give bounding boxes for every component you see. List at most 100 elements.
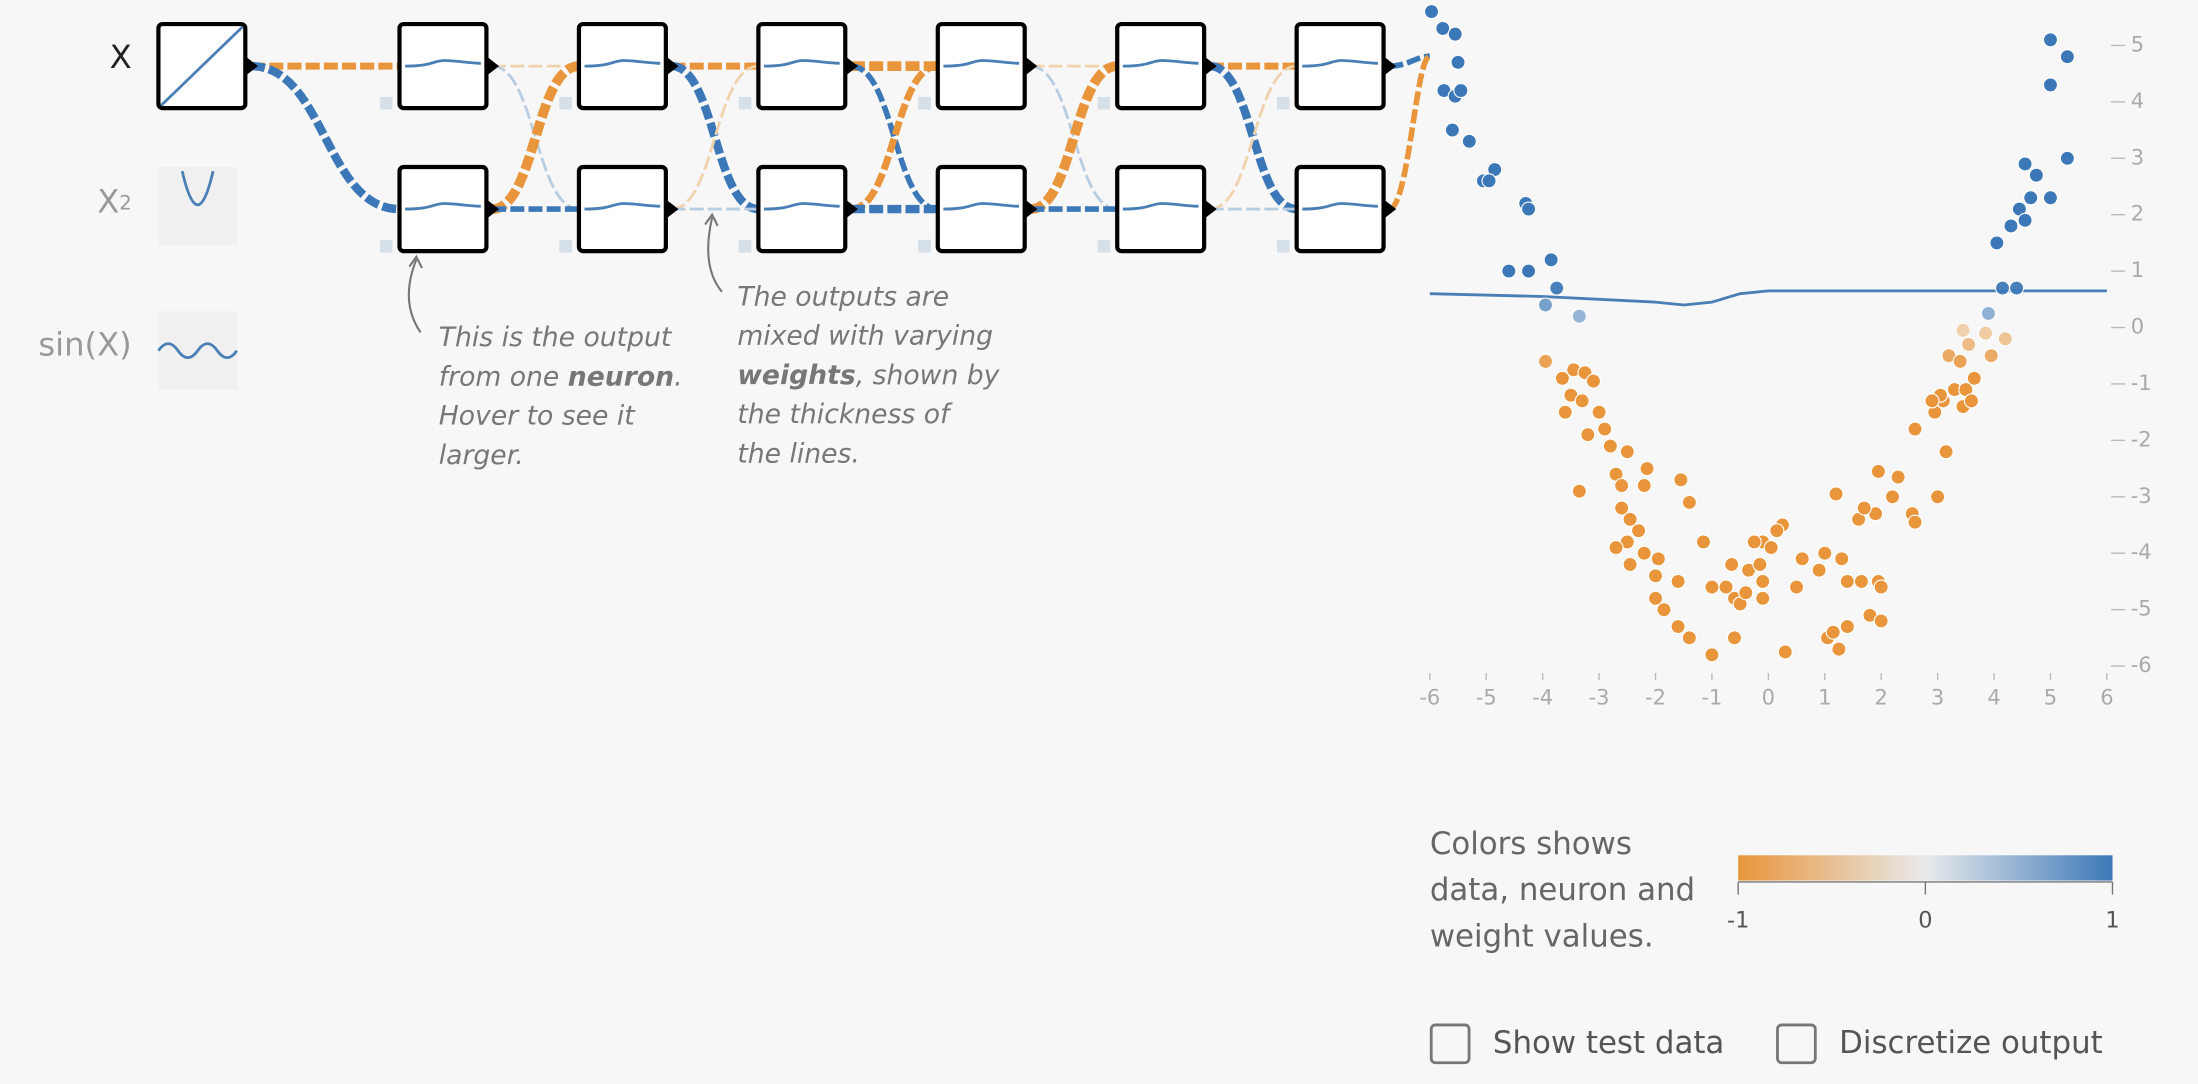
data-point <box>1828 486 1844 502</box>
data-point <box>2059 49 2075 65</box>
color-tick-label: 1 <box>2105 908 2119 934</box>
data-point <box>1794 551 1810 567</box>
data-point <box>1817 545 1833 561</box>
weight-link <box>1030 64 1118 211</box>
checkbox[interactable] <box>1429 1023 1471 1065</box>
data-point <box>1673 472 1689 488</box>
bias <box>379 239 393 253</box>
data-point <box>1870 463 1886 479</box>
data-point <box>1980 305 1996 321</box>
data-point <box>2009 280 2025 296</box>
checkbox[interactable] <box>1776 1023 1817 1065</box>
x-tick-label: -2 <box>1645 684 1666 709</box>
x-tick-label: 1 <box>1818 684 1831 709</box>
checkbox-label[interactable]: Show test data <box>1493 1025 1724 1061</box>
data-point <box>1571 483 1587 499</box>
annotation-text: Hover to see it <box>439 400 637 431</box>
data-point <box>1681 494 1697 511</box>
controls: Colors shows data, neuron and weight value… <box>1429 826 2120 1065</box>
weight-link <box>1387 53 1433 212</box>
data-point <box>1520 201 1537 217</box>
neuron-arrow <box>665 199 679 219</box>
data-point <box>1955 322 1971 338</box>
hidden-neuron <box>935 164 1038 254</box>
data-point <box>1952 353 1968 369</box>
data-point <box>1738 585 1754 601</box>
data-point <box>1636 545 1652 561</box>
data-point <box>1978 325 1994 341</box>
y-tick-label: -6 <box>2131 652 2152 677</box>
input-curve <box>157 342 239 360</box>
neuron-arrow <box>845 199 858 219</box>
neuron-curve <box>405 59 481 68</box>
weight-link <box>670 61 760 214</box>
neuron-arrow <box>1383 56 1397 76</box>
annotation-arrow <box>407 259 422 334</box>
annotation: mixed with varying <box>737 320 993 351</box>
data-point <box>1831 641 1847 657</box>
weight-link <box>671 64 759 211</box>
neuron-curve <box>584 202 661 211</box>
data-point <box>1788 579 1805 595</box>
data-point <box>2017 212 2033 228</box>
data-point <box>1825 624 1841 640</box>
neuron-arrow <box>486 199 500 219</box>
data-point <box>1557 404 1573 420</box>
data-point <box>1670 573 1686 589</box>
data-point <box>1591 404 1607 420</box>
x-tick-label: -6 <box>1419 684 1440 709</box>
data-point <box>1622 511 1638 527</box>
data-point <box>1543 252 1559 268</box>
bias <box>1097 96 1111 110</box>
data-point <box>1856 500 1872 516</box>
neuron-curve <box>943 59 1020 68</box>
y-tick-label: 5 <box>2131 31 2144 56</box>
data-point <box>1622 556 1638 573</box>
data-point <box>1983 348 1999 364</box>
output-curve <box>1429 289 2107 307</box>
annotation: the thickness of <box>737 399 953 430</box>
y-tick-label: 4 <box>2131 88 2144 113</box>
weight-link <box>1029 61 1119 214</box>
data-point <box>1704 579 1720 595</box>
data-point <box>1997 331 2013 347</box>
data-point <box>1639 461 1655 477</box>
bias <box>1277 239 1290 253</box>
annotation: The outputs are <box>737 281 949 312</box>
x-tick-label: -1 <box>1701 684 1722 709</box>
data-point <box>1853 573 1870 589</box>
data-point <box>2017 156 2033 172</box>
weight-link <box>1208 61 1298 214</box>
data-point <box>1461 133 1477 149</box>
checkbox-label[interactable]: Discretize output <box>1839 1025 2103 1061</box>
data-point <box>1608 540 1624 556</box>
annotation-arrow <box>704 212 719 227</box>
data-point <box>1834 551 1850 567</box>
data-point <box>2003 218 2019 234</box>
data-point <box>1811 562 1827 578</box>
data-point <box>1907 421 1923 437</box>
data-point <box>1447 26 1463 42</box>
data-point <box>1423 3 1440 20</box>
bias <box>738 239 752 253</box>
data-point <box>2042 32 2059 48</box>
data-point <box>2028 167 2044 183</box>
data-point <box>1890 469 1906 485</box>
annotation-text: from one <box>439 361 568 392</box>
data-point <box>1755 573 1771 589</box>
data-point <box>1884 489 1901 505</box>
data-point <box>1636 477 1652 494</box>
annotation: Hover to see it <box>439 400 637 431</box>
x-tick-label: 0 <box>1762 684 1775 709</box>
data-point <box>1453 82 1469 99</box>
y-tick-label: -5 <box>2131 596 2152 621</box>
weight-link <box>491 64 580 211</box>
x-tick-label: -5 <box>1476 684 1497 709</box>
hidden-neuron <box>1294 21 1397 111</box>
hidden-neuron <box>1115 21 1217 111</box>
data-point <box>1647 568 1664 584</box>
annotation: from one neuron. <box>439 361 683 392</box>
y-tick-label: -3 <box>2131 483 2152 508</box>
